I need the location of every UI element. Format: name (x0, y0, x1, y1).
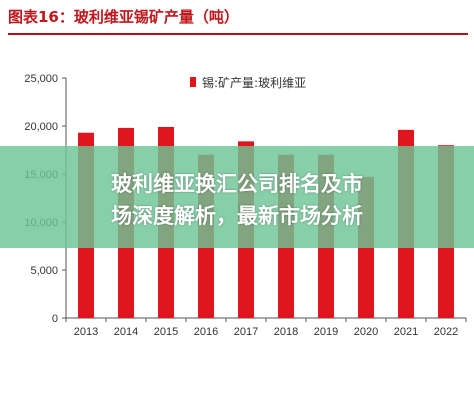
x-tick-label: 2014 (114, 326, 138, 338)
x-tick-label: 2019 (314, 326, 338, 338)
x-tick-label: 2016 (194, 326, 218, 338)
title-divider (8, 33, 468, 35)
legend-label: 锡:矿产量:玻利维亚 (202, 75, 306, 90)
y-tick-label: 0 (52, 313, 58, 325)
x-tick-label: 2022 (434, 326, 458, 338)
y-tick-label: 20,000 (24, 121, 58, 133)
x-tick-label: 2020 (354, 326, 378, 338)
overlay-banner: 玻利维亚换汇公司排名及市 场深度解析，最新市场分析 (0, 146, 474, 248)
x-tick-label: 2013 (74, 326, 98, 338)
title-bar: 图表16：玻利维亚锡矿产量（吨） (0, 0, 474, 35)
y-tick-label: 5,000 (30, 265, 58, 277)
legend-swatch (190, 77, 196, 87)
banner-line-2: 场深度解析，最新市场分析 (111, 204, 363, 228)
chart-title: 图表16：玻利维亚锡矿产量（吨） (8, 8, 239, 26)
y-tick-label: 25,000 (24, 73, 58, 85)
x-ticks: 2013 2014 2015 2016 2017 2018 2019 2020 2021 2022 (65, 318, 467, 338)
x-tick-label: 2017 (234, 326, 258, 338)
x-tick-label: 2021 (394, 326, 418, 338)
banner-line-1: 玻利维亚换汇公司排名及市 (111, 172, 363, 196)
legend: 锡:矿产量:玻利维亚 (190, 75, 306, 90)
x-tick-label: 2018 (274, 326, 298, 338)
x-tick-label: 2015 (154, 326, 178, 338)
